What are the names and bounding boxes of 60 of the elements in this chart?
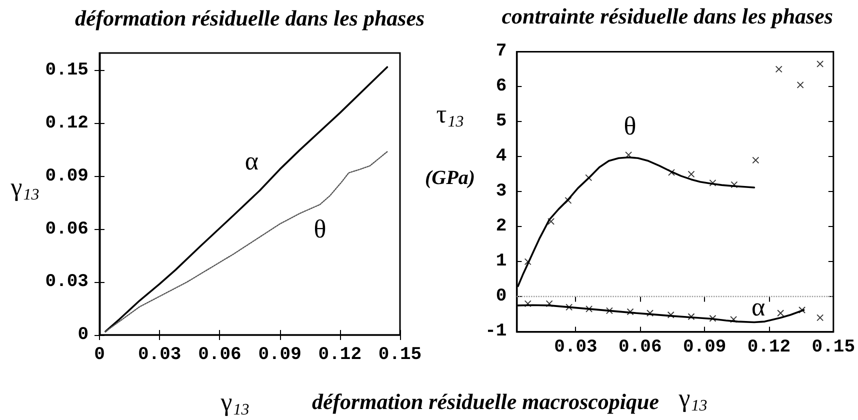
point [646,310,654,317]
point [668,168,676,176]
y-tick-label: 4 [496,146,507,167]
point [564,196,572,204]
point [606,307,613,314]
x-tick-label: 0.09 [682,338,726,358]
y-tick-label: 0 [496,286,507,307]
x-tick-label: 0.09 [258,345,302,365]
chart-title: contrainte résiduelle dans les phases [502,4,833,28]
x-tick-label: 0.06 [618,338,662,358]
text: déformation résiduelle macroscopique [312,389,660,415]
point [709,179,716,186]
point [524,300,532,308]
point [816,314,824,322]
y-tick-label: 7 [496,42,507,62]
y-tick-label: 0.15 [45,60,88,81]
x-tick-label: 0.12 [318,345,362,365]
x-tick-label: 0.12 [747,338,791,358]
line-series [104,66,388,332]
x-tick-label: 0.03 [138,345,182,365]
line-series [104,151,388,332]
point [566,304,573,311]
point [548,218,555,225]
y-tick-label: 0.06 [45,219,88,240]
point [730,316,738,323]
y-tick-label: 0 [78,325,88,345]
y-tick-label: 6 [496,76,507,97]
point [667,311,674,318]
annotation: θ [624,111,636,140]
point [775,66,782,73]
point [777,310,784,317]
y-tick-label: 0.09 [45,166,88,186]
y-tick-label: 0.12 [45,114,88,134]
point [730,181,738,188]
x-tick-label: 0 [94,345,105,365]
x-tick-label: 0.15 [378,345,422,365]
point [688,170,695,178]
point [626,308,634,316]
annotation: θ [314,214,326,244]
y-tick-label: 2 [496,216,507,237]
y-tick-label: 3 [496,182,507,202]
point [752,156,760,164]
point [586,305,593,312]
x-tick-label: 0.06 [198,345,242,365]
point [524,258,532,266]
y-tick-label: -1 [485,322,507,342]
point [796,81,804,88]
x-tick-label: 0.15 [812,338,856,358]
point [798,306,806,314]
point [709,314,716,322]
point [546,300,553,308]
y-tick-label: 5 [496,112,507,132]
chart-title: déformation résiduelle dans les phases [75,6,425,30]
y-tick-label: 1 [496,252,507,272]
point [688,313,695,320]
y-tick-label: 0.03 [45,272,88,292]
annotation: α [751,292,766,322]
point [816,60,824,68]
x-tick-label: 0.03 [554,338,598,358]
annotation: α [244,146,258,176]
